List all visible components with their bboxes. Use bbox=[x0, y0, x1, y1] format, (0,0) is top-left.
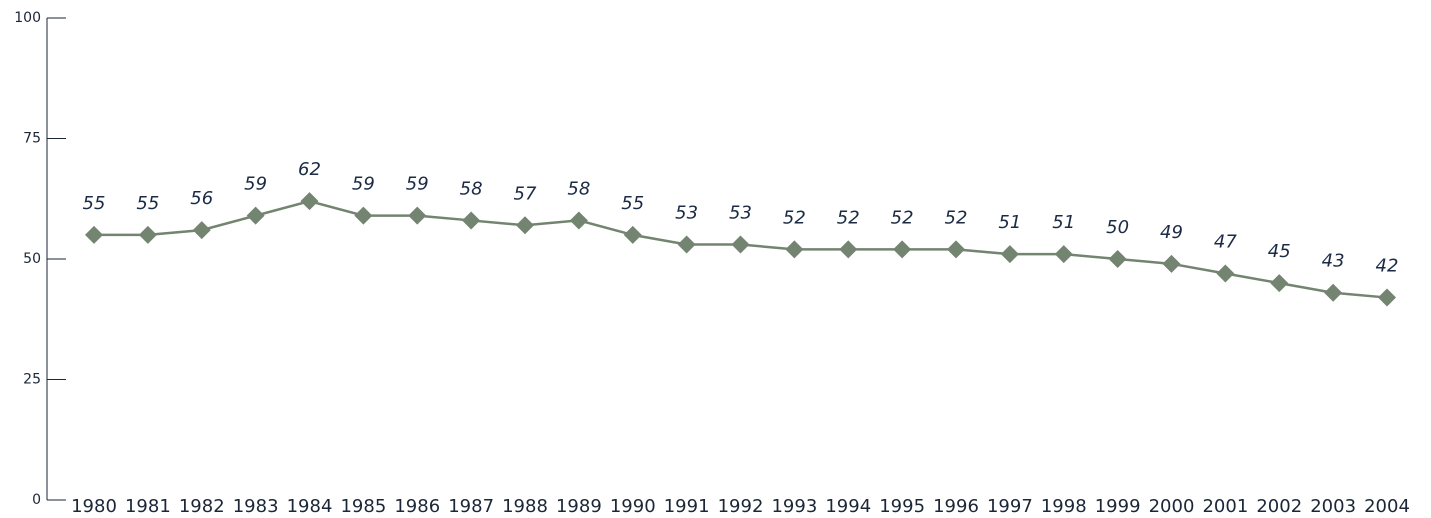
x-tick-label: 2001 bbox=[1202, 496, 1248, 517]
x-tick-label: 2000 bbox=[1149, 496, 1195, 517]
x-tick-label: 1984 bbox=[287, 496, 333, 517]
value-label: 59 bbox=[406, 174, 429, 195]
y-tick-label: 25 bbox=[23, 372, 41, 388]
marker bbox=[839, 240, 858, 259]
x-tick-label: 2004 bbox=[1364, 496, 1410, 517]
value-label: 50 bbox=[1106, 217, 1129, 238]
value-label: 45 bbox=[1268, 241, 1291, 262]
marker bbox=[731, 235, 750, 254]
value-label: 57 bbox=[514, 183, 537, 204]
x-tick-label: 2002 bbox=[1256, 496, 1302, 517]
value-label: 53 bbox=[675, 203, 698, 224]
value-label: 47 bbox=[1214, 231, 1237, 252]
marker bbox=[516, 216, 534, 235]
marker bbox=[300, 192, 319, 211]
value-label: 42 bbox=[1376, 256, 1399, 277]
marker bbox=[138, 225, 157, 244]
marker bbox=[462, 211, 481, 230]
marker bbox=[1162, 254, 1181, 273]
marker bbox=[246, 206, 265, 225]
value-label: 52 bbox=[891, 207, 914, 228]
marker bbox=[1216, 264, 1235, 283]
value-label: 53 bbox=[729, 203, 752, 224]
x-tick-label: 1993 bbox=[771, 496, 817, 517]
marker bbox=[408, 206, 427, 225]
x-tick-label: 1997 bbox=[987, 496, 1033, 517]
value-label: 62 bbox=[298, 159, 321, 180]
x-tick-label: 1987 bbox=[448, 496, 494, 517]
marker bbox=[1378, 288, 1396, 307]
x-tick-label: 1999 bbox=[1095, 496, 1141, 517]
y-tick-label: 75 bbox=[23, 131, 41, 147]
marker bbox=[893, 240, 912, 259]
marker bbox=[192, 221, 211, 240]
value-label: 58 bbox=[460, 178, 483, 199]
x-tick-label: 1981 bbox=[125, 496, 171, 517]
marker bbox=[1054, 245, 1073, 264]
x-tick-label: 1992 bbox=[718, 496, 764, 517]
value-label: 51 bbox=[1052, 212, 1075, 233]
x-tick-label: 1996 bbox=[933, 496, 979, 517]
x-tick-label: 1998 bbox=[1041, 496, 1087, 517]
marker bbox=[785, 240, 804, 259]
x-tick-label: 1982 bbox=[179, 496, 225, 517]
value-label: 59 bbox=[244, 174, 267, 195]
marker bbox=[677, 235, 696, 254]
x-tick-label: 2003 bbox=[1310, 496, 1356, 517]
marker bbox=[1108, 250, 1127, 268]
value-label: 52 bbox=[837, 207, 860, 228]
x-tick-label: 1986 bbox=[394, 496, 440, 517]
y-tick-label: 0 bbox=[32, 492, 41, 508]
value-label: 56 bbox=[190, 188, 213, 209]
marker bbox=[1270, 274, 1289, 293]
x-tick-label: 1988 bbox=[502, 496, 548, 517]
value-label: 43 bbox=[1322, 251, 1345, 272]
value-label: 59 bbox=[352, 174, 375, 195]
x-tick-label: 1980 bbox=[71, 496, 117, 517]
x-tick-label: 1995 bbox=[879, 496, 925, 517]
marker bbox=[947, 240, 965, 259]
value-label: 52 bbox=[783, 207, 806, 228]
marker bbox=[569, 211, 588, 230]
value-label: 55 bbox=[136, 193, 159, 214]
x-tick-label: 1994 bbox=[825, 496, 871, 517]
y-tick-label: 100 bbox=[14, 10, 41, 26]
value-label: 58 bbox=[567, 178, 590, 199]
x-tick-label: 1989 bbox=[556, 496, 602, 517]
marker bbox=[354, 206, 373, 225]
x-tick-label: 1991 bbox=[664, 496, 710, 517]
marker bbox=[623, 225, 642, 244]
y-tick-label: 50 bbox=[23, 251, 41, 267]
value-label: 52 bbox=[945, 207, 968, 228]
marker bbox=[1000, 245, 1019, 264]
marker bbox=[85, 225, 103, 244]
value-label: 49 bbox=[1160, 222, 1183, 243]
x-tick-label: 1983 bbox=[233, 496, 279, 517]
marker bbox=[1324, 283, 1343, 302]
value-label: 55 bbox=[621, 193, 644, 214]
x-tick-label: 1985 bbox=[340, 496, 386, 517]
value-label: 51 bbox=[998, 212, 1021, 233]
x-tick-label: 1990 bbox=[610, 496, 656, 517]
value-label: 55 bbox=[83, 193, 106, 214]
